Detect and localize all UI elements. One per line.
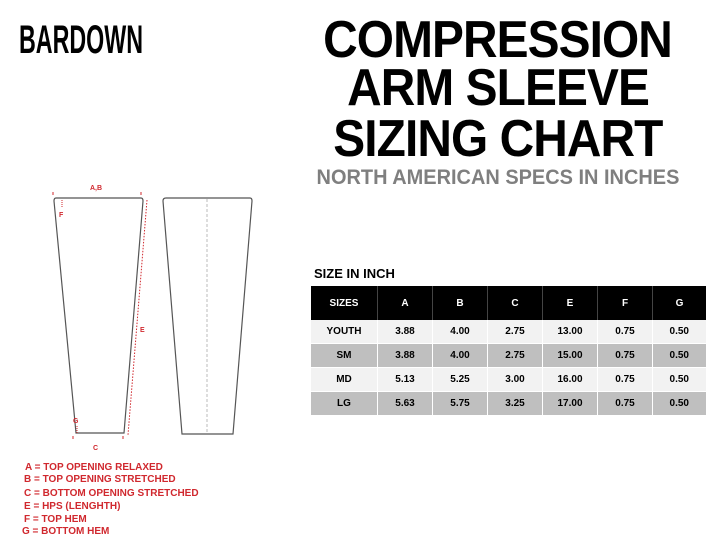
header-e: E <box>542 286 598 320</box>
header-a: A <box>377 286 433 320</box>
value-cell: 0.50 <box>652 343 707 368</box>
value-cell: 0.75 <box>597 320 653 344</box>
legend-item: G = BOTTOM HEM <box>22 526 110 538</box>
title-line-1: COMPRESSION <box>323 11 674 69</box>
value-cell: 15.00 <box>542 343 598 368</box>
size-cell: MD <box>311 367 378 392</box>
header-g: G <box>652 286 706 320</box>
value-cell: 0.75 <box>597 367 653 392</box>
value-cell: 5.75 <box>432 391 488 416</box>
legend-item: B = TOP OPENING STRETCHED <box>24 474 176 486</box>
title-line-2: ARM SLEEVE <box>347 59 650 117</box>
size-cell: LG <box>311 391 378 416</box>
value-cell: 0.75 <box>597 343 653 368</box>
size-cell: YOUTH <box>311 320 378 344</box>
value-cell: 0.50 <box>652 320 707 344</box>
value-cell: 3.00 <box>487 367 543 392</box>
legend-item: F = TOP HEM <box>24 513 87 525</box>
measurement-legend: A = TOP OPENING RELAXED B = TOP OPENING … <box>22 462 199 538</box>
label-ab: A,B <box>90 185 102 192</box>
value-cell: 0.50 <box>652 391 707 416</box>
label-f: F <box>59 212 64 219</box>
value-cell: 3.25 <box>487 391 543 416</box>
value-cell: 2.75 <box>487 320 543 344</box>
value-cell: 3.88 <box>377 343 433 368</box>
value-cell: 0.75 <box>597 391 653 416</box>
value-cell: 4.00 <box>432 320 488 344</box>
subtitle: NORTH AMERICAN SPECS IN INCHES <box>316 166 680 189</box>
header-c: C <box>487 286 543 320</box>
value-cell: 2.75 <box>487 343 543 368</box>
bardown-logo: BARDOWN <box>19 18 143 58</box>
value-cell: 4.00 <box>432 343 488 368</box>
table-row: LG 5.63 5.75 3.25 17.00 0.75 0.50 <box>311 391 707 416</box>
size-cell: SM <box>311 343 378 368</box>
label-e: E <box>140 327 145 334</box>
header-sizes: SIZES <box>311 286 378 320</box>
value-cell: 5.25 <box>432 367 488 392</box>
value-cell: 13.00 <box>542 320 598 344</box>
sleeve-back-outline <box>162 197 253 435</box>
legend-item: C = BOTTOM OPENING STRETCHED <box>24 487 199 499</box>
value-cell: 0.50 <box>652 367 707 392</box>
value-cell: 16.00 <box>542 367 598 392</box>
value-cell: 17.00 <box>542 391 598 416</box>
e-measure-line <box>127 199 148 436</box>
legend-item: A = TOP OPENING RELAXED <box>25 462 163 473</box>
header-b: B <box>432 286 488 320</box>
sleeve-diagram: A,B F E G C <box>52 185 253 452</box>
table-row: YOUTH 3.88 4.00 2.75 13.00 0.75 0.50 <box>311 320 707 344</box>
table-title: SIZE IN INCH <box>314 266 395 281</box>
size-table: SIZES A B C E F G YOUTH 3.88 4.00 2.75 13.00… <box>311 286 707 416</box>
header-f: F <box>597 286 653 320</box>
value-cell: 5.13 <box>377 367 433 392</box>
label-g: G <box>73 418 79 425</box>
table-header-row: SIZES A B C E F G <box>311 286 706 320</box>
label-c: C <box>93 445 98 452</box>
table-row: SM 3.88 4.00 2.75 15.00 0.75 0.50 <box>311 343 707 368</box>
sleeve-front-outline <box>53 197 144 434</box>
svg-text:BARDOWN: BARDOWN <box>19 18 143 58</box>
value-cell: 3.88 <box>377 320 433 344</box>
table-row: MD 5.13 5.25 3.00 16.00 0.75 0.50 <box>311 367 707 392</box>
value-cell: 5.63 <box>377 391 433 416</box>
legend-item: E = HPS (LENGHTH) <box>24 501 121 513</box>
title-line-3: SIZING CHART <box>333 110 663 168</box>
